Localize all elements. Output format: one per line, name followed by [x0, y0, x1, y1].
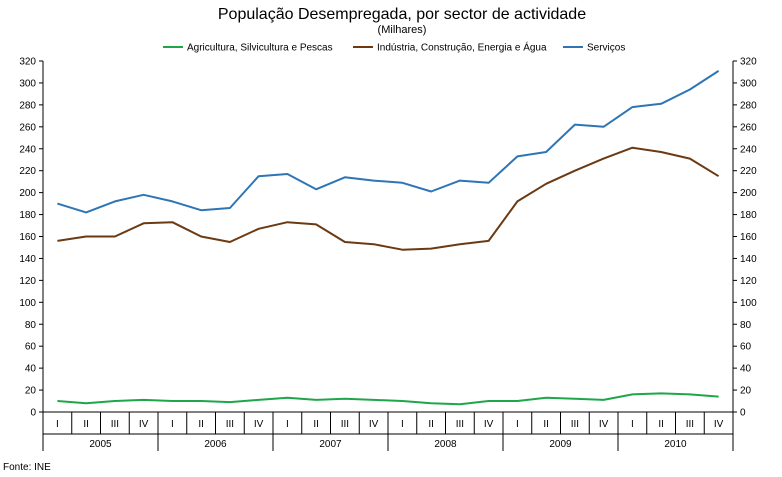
y-tick-label-right: 260 [740, 122, 757, 133]
y-tick-label-left: 280 [19, 100, 36, 111]
y-tick-label-left: 300 [19, 78, 36, 89]
y-tick-label-left: 200 [19, 188, 36, 199]
x-quarter-label: II [658, 419, 664, 430]
x-quarter-label: I [401, 419, 404, 430]
y-tick-label-left: 180 [19, 210, 36, 221]
x-quarter-label: II [428, 419, 434, 430]
x-quarter-label: IV [369, 419, 379, 430]
y-tick-label-right: 20 [740, 386, 752, 397]
legend-label-0: Agricultura, Silvicultura e Pescas [187, 43, 333, 54]
y-tick-label-right: 80 [740, 320, 752, 331]
series-line-0 [57, 392, 719, 406]
y-tick-label-right: 220 [740, 166, 757, 177]
x-quarter-label: II [198, 419, 204, 430]
x-quarter-label: III [226, 419, 234, 430]
chart-title: População Desempregada, por sector de ac… [218, 6, 586, 23]
x-year-label: 2008 [434, 439, 457, 450]
y-tick-label-left: 40 [25, 364, 37, 375]
x-quarter-label: IV [484, 419, 494, 430]
x-quarter-label: II [313, 419, 319, 430]
x-quarter-label: IV [714, 419, 724, 430]
x-quarter-label: III [341, 419, 349, 430]
x-quarter-label: I [171, 419, 174, 430]
y-tick-label-left: 140 [19, 254, 36, 265]
y-tick-label-right: 240 [740, 144, 757, 155]
x-quarter-label: I [286, 419, 289, 430]
chart-subtitle: (Milhares) [378, 24, 427, 36]
legend: Agricultura, Silvicultura e Pescas Indúst… [163, 41, 625, 54]
y-tick-label-left: 20 [25, 386, 37, 397]
x-year-label: 2005 [89, 439, 112, 450]
y-tick-label-right: 140 [740, 254, 757, 265]
y-tick-label-left: 240 [19, 144, 36, 155]
y-tick-label-right: 0 [740, 408, 746, 419]
x-quarter-label: I [56, 419, 59, 430]
x-quarter-label: II [543, 419, 549, 430]
x-quarter-label: III [571, 419, 579, 430]
y-tick-label-left: 260 [19, 122, 36, 133]
y-tick-label-left: 100 [19, 298, 36, 309]
y-tick-label-right: 180 [740, 210, 757, 221]
x-quarter-label: III [456, 419, 464, 430]
y-tick-label-left: 0 [30, 408, 36, 419]
y-tick-label-right: 100 [740, 298, 757, 309]
y-tick-label-left: 80 [25, 320, 37, 331]
source-note: Fonte: INE [3, 462, 51, 473]
x-quarter-label: II [83, 419, 89, 430]
y-tick-label-left: 160 [19, 232, 36, 243]
y-tick-label-right: 320 [740, 57, 757, 68]
series-line-2 [57, 70, 720, 214]
x-quarter-label: III [686, 419, 694, 430]
axes: 0 0 20 20 40 40 60 60 80 80 100 100 120 120 140 140 160 1… [19, 57, 757, 419]
x-quarter-label: IV [599, 419, 609, 430]
x-axis: I II III IV I II III IV I II III IV I II III IV I II III IV… [42, 411, 734, 451]
x-year-label: 2006 [204, 439, 227, 450]
legend-label-2: Serviços [587, 43, 625, 54]
y-tick-label-right: 300 [740, 78, 757, 89]
y-tick-label-right: 60 [740, 342, 752, 353]
x-year-label: 2007 [319, 439, 342, 450]
x-quarter-label: IV [254, 419, 264, 430]
x-quarter-label: III [111, 419, 119, 430]
y-tick-label-right: 40 [740, 364, 752, 375]
y-tick-label-left: 60 [25, 342, 37, 353]
y-tick-label-left: 120 [19, 276, 36, 287]
y-tick-label-left: 220 [19, 166, 36, 177]
series-line-1 [57, 146, 720, 251]
legend-label-1: Indústria, Construção, Energia e Água [377, 41, 547, 54]
y-tick-label-right: 200 [740, 188, 757, 199]
x-quarter-label: I [516, 419, 519, 430]
y-tick-label-left: 320 [19, 57, 36, 68]
x-quarter-label: I [631, 419, 634, 430]
y-tick-label-right: 280 [740, 100, 757, 111]
x-year-label: 2009 [549, 439, 572, 450]
y-tick-label-right: 160 [740, 232, 757, 243]
x-quarter-label: IV [139, 419, 149, 430]
y-tick-label-right: 120 [740, 276, 757, 287]
x-year-label: 2010 [664, 439, 687, 450]
series-layer [57, 70, 720, 406]
